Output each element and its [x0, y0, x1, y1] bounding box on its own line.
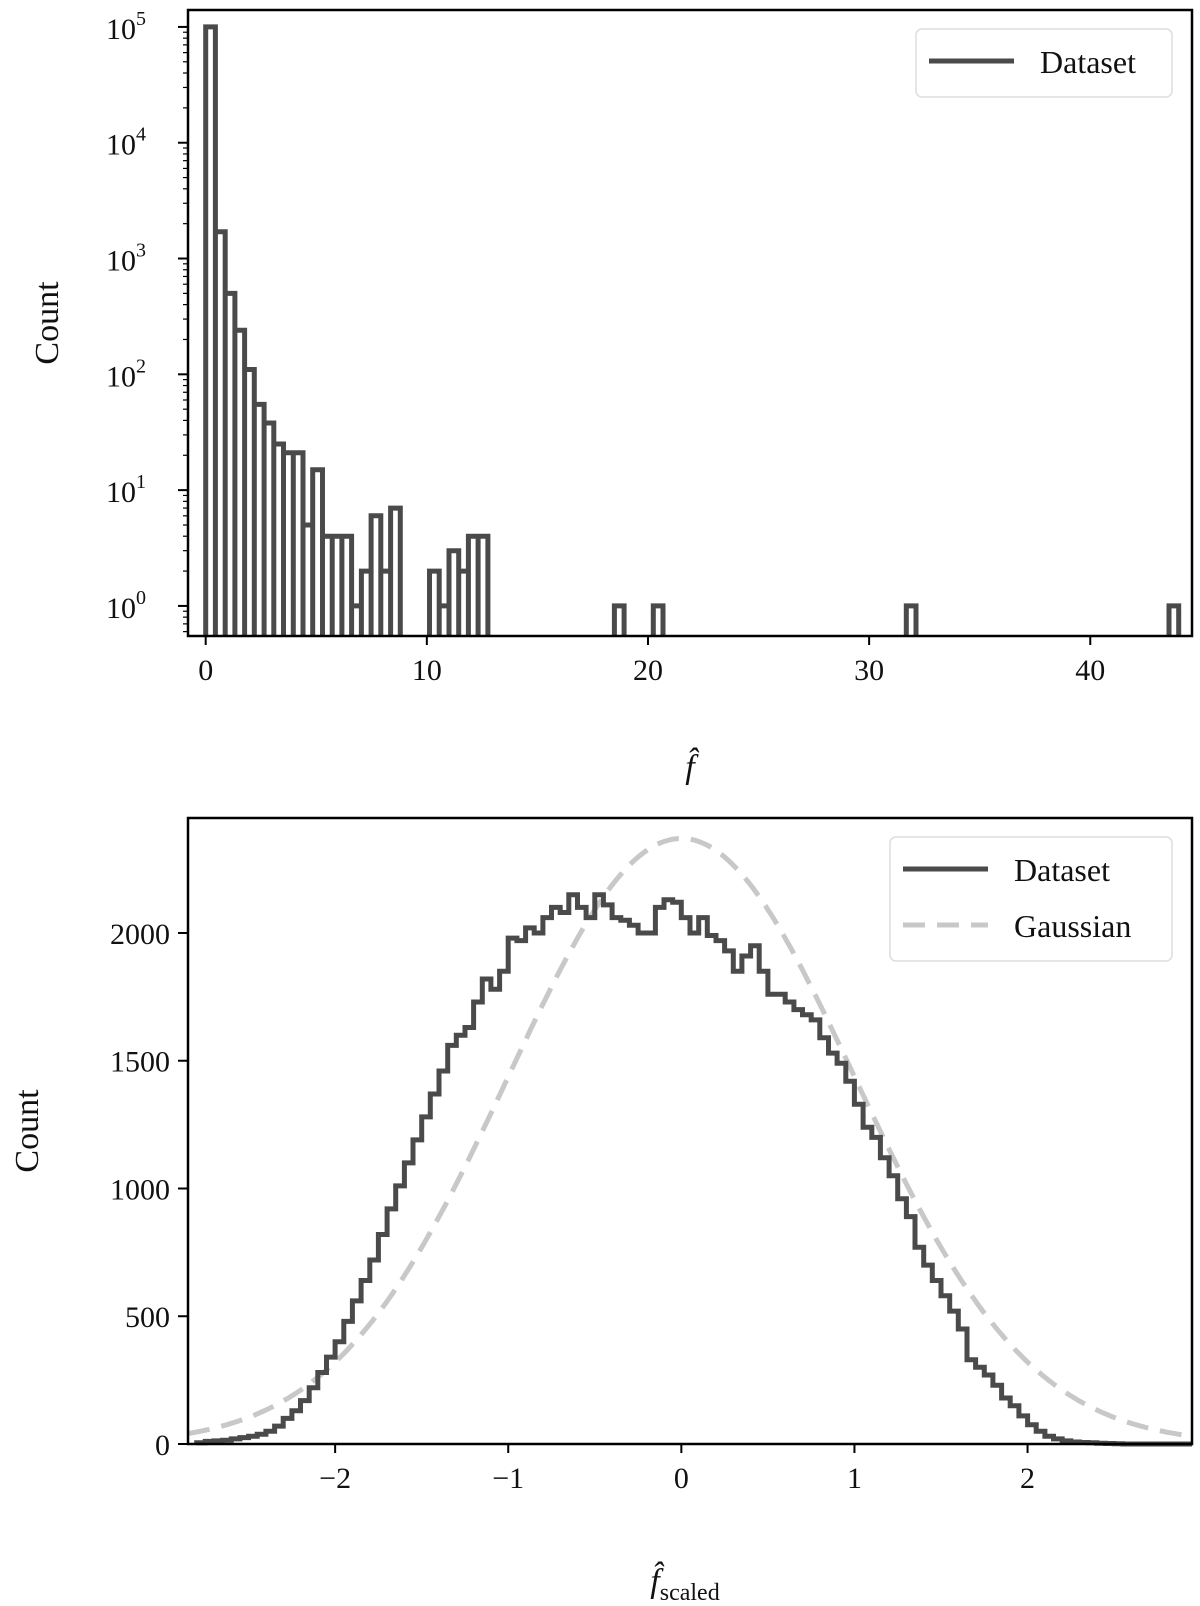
- bottom-y-tick-label-4: 2000: [110, 918, 170, 951]
- bottom-x-tick-label-1: −1: [492, 1462, 524, 1495]
- top-y-tick-label-5: 105: [106, 8, 146, 46]
- bottom-dataset-histogram: [194, 892, 1192, 1447]
- bottom-plot-frame: [186, 816, 1194, 1446]
- top-x-tick-label-4: 40: [1075, 654, 1105, 687]
- bottom-gaussian-curve: [187, 835, 1193, 1439]
- top-histogram-panel: 0 10 20 30 40 100 101 102 103 104 105 Count f̂ Dat…: [29, 8, 1194, 786]
- top-y-tick-label-4: 104: [106, 124, 146, 162]
- bottom-y-tick-label-1: 500: [125, 1301, 170, 1334]
- bottom-x-axis-label: f̂scaled: [650, 1561, 719, 1606]
- bottom-y-tick-label-2: 1000: [110, 1173, 170, 1206]
- top-x-axis-label: f̂: [685, 747, 699, 786]
- top-dataset-histogram: [203, 24, 1182, 636]
- bottom-x-tick-label-3: 1: [847, 1462, 862, 1495]
- bottom-histogram-panel: −2 −1 0 1 2 0 500 1000 1500 2000 Count f̂scaled D…: [9, 816, 1194, 1606]
- top-x-tick-label-0: 0: [198, 654, 213, 687]
- top-axis-ticks: 0 10 20 30 40 100 101 102 103 104 105: [106, 8, 1105, 687]
- top-legend-box: [915, 28, 1173, 98]
- bottom-legend: Dataset Gaussian: [889, 836, 1173, 962]
- bottom-axis-ticks: −2 −1 0 1 2 0 500 1000 1500 2000: [110, 918, 1035, 1495]
- bottom-y-axis-label: Count: [9, 1089, 46, 1173]
- bottom-x-tick-label-0: −2: [319, 1462, 351, 1495]
- top-y-tick-label-0: 100: [106, 587, 146, 625]
- bottom-y-tick-label-0: 0: [155, 1429, 170, 1462]
- top-x-tick-label-2: 20: [633, 654, 663, 687]
- top-x-axis-label-text: f̂: [685, 747, 699, 786]
- top-y-tick-label-1: 101: [106, 471, 146, 509]
- bottom-legend-dataset-label: Dataset: [1014, 852, 1110, 888]
- top-x-tick-label-3: 30: [854, 654, 884, 687]
- bottom-y-tick-label-3: 1500: [110, 1046, 170, 1079]
- bottom-x-tick-label-4: 2: [1020, 1462, 1035, 1495]
- top-legend-dataset-label: Dataset: [1040, 44, 1136, 80]
- bottom-x-axis-label-text: f̂scaled: [650, 1561, 719, 1606]
- bottom-legend-gaussian-label: Gaussian: [1014, 908, 1131, 944]
- top-y-tick-label-2: 102: [106, 355, 146, 393]
- top-y-tick-label-3: 103: [106, 240, 146, 278]
- top-legend: Dataset: [915, 28, 1173, 98]
- top-plot-frame: [186, 8, 1194, 638]
- top-x-tick-label-1: 10: [412, 654, 442, 687]
- bottom-x-tick-label-2: 0: [674, 1462, 689, 1495]
- top-y-axis-label: Count: [29, 281, 66, 365]
